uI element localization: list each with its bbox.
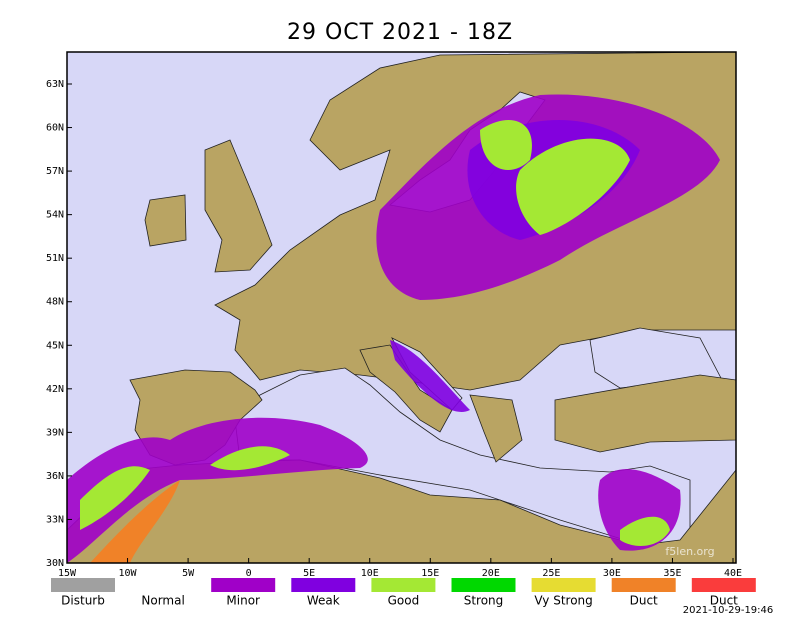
lon-label: 0 [246, 568, 252, 579]
lat-label: 63N [46, 79, 64, 90]
timestamp: 2021-10-29-19:46 [683, 605, 774, 616]
legend-label: Duct [630, 594, 658, 608]
lon-label: 25E [542, 568, 560, 579]
turkey [554, 374, 736, 453]
legend-swatch [211, 578, 276, 592]
lon-label: 5E [303, 568, 315, 579]
map-frame [66, 51, 737, 564]
duct-area [480, 120, 630, 235]
lat-label: 51N [46, 253, 64, 264]
legend-label: Good [388, 594, 420, 608]
duct-area [390, 340, 470, 412]
lat-label: 45N [46, 340, 64, 351]
legend-label: Weak [307, 594, 340, 608]
map: f5len.org [66, 51, 737, 564]
duct-area [90, 480, 180, 563]
ireland [144, 194, 187, 247]
lon-label: 10E [361, 568, 379, 579]
lat-label: 30N [46, 558, 64, 569]
lon-label: 35E [663, 568, 681, 579]
duct-area [620, 516, 670, 546]
legend-swatch [51, 578, 115, 592]
lat-label: 33N [46, 514, 64, 525]
legend-label: Duct [710, 594, 738, 608]
lon-label: 40E [724, 568, 742, 579]
legend-swatch [291, 578, 356, 592]
greece [469, 394, 523, 463]
legend-label: Disturb [61, 594, 105, 608]
legend-swatch [131, 578, 196, 592]
legend-label: Minor [226, 594, 260, 608]
legend-label: Strong [464, 594, 504, 608]
lon-label: 15W [58, 568, 77, 579]
lat-label: 54N [46, 210, 64, 221]
watermark: f5len.org [665, 545, 714, 558]
lon-label: 15E [421, 568, 439, 579]
legend-label: Vy Strong [534, 594, 592, 608]
lat-label: 57N [46, 166, 64, 177]
mediterranean [234, 367, 691, 561]
legend-label: Normal [141, 594, 184, 608]
legend-swatch [451, 578, 516, 592]
legend-swatch [371, 578, 436, 592]
lon-label: 5W [182, 568, 195, 579]
duct-area [80, 446, 290, 530]
lon-label: 20E [482, 568, 500, 579]
lat-label: 48N [46, 297, 64, 308]
lat-label: 39N [46, 427, 64, 438]
lat-label: 60N [46, 123, 64, 134]
lon-label: 10W [119, 568, 138, 579]
lat-label: 36N [46, 471, 64, 482]
title: 29 OCT 2021 - 18Z [287, 20, 513, 45]
legend-swatch [611, 578, 676, 592]
great-britain [204, 139, 273, 273]
duct-area [67, 417, 368, 563]
lat-label: 42N [46, 384, 64, 395]
legend-swatch [691, 578, 756, 592]
legend: Disturb Normal Minor Weak Good Strong Vy Stron… [51, 578, 756, 608]
lon-label: 30E [603, 568, 621, 579]
legend-swatch [531, 578, 596, 592]
